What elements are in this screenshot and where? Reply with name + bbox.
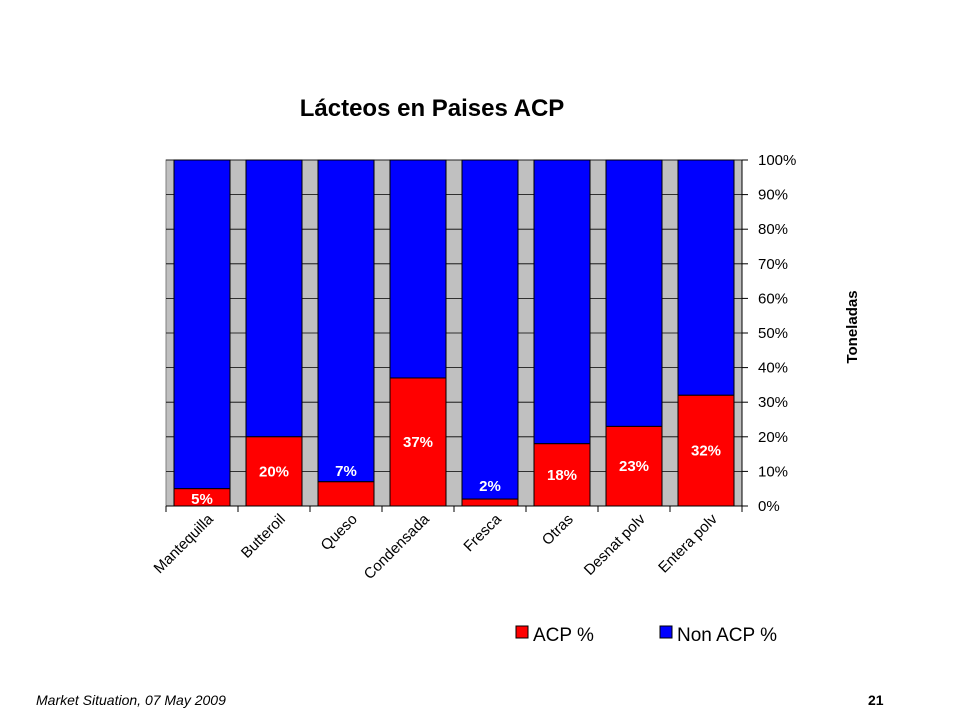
- data-label: 20%: [259, 463, 289, 480]
- category-label: Entera polv: [655, 510, 721, 576]
- legend-swatch: [515, 625, 529, 639]
- chart-title: Lácteos en Paises ACP: [300, 95, 565, 122]
- bar-non-acp: [533, 159, 591, 445]
- bar-non-acp: [173, 159, 231, 490]
- category-label: Condensada: [361, 510, 434, 583]
- category-label: Fresca: [460, 510, 505, 555]
- category-label: Desnat polv: [581, 510, 649, 578]
- y-tick-label: 40%: [758, 360, 788, 377]
- category-label: Butteroil: [238, 511, 289, 562]
- category-label: Mantequilla: [151, 510, 218, 577]
- data-label: 37%: [403, 434, 433, 451]
- bar-non-acp: [389, 159, 447, 379]
- legend: ACP % Non ACP %: [515, 625, 777, 646]
- y-tick-label: 60%: [758, 290, 788, 307]
- data-label: 2%: [479, 478, 501, 495]
- data-label: 18%: [547, 467, 577, 484]
- category-label: Queso: [318, 511, 361, 554]
- y-tick-label: 30%: [758, 394, 788, 411]
- bar-acp: [533, 443, 591, 507]
- bar-non-acp: [677, 159, 735, 396]
- bar-non-acp: [245, 159, 303, 438]
- y-axis-label: Toneladas: [844, 290, 861, 363]
- y-tick-label: 50%: [758, 325, 788, 342]
- bar-acp: [461, 498, 519, 507]
- page-number: 21: [868, 692, 884, 708]
- bar-acp: [389, 377, 447, 507]
- legend-label: ACP %: [533, 625, 594, 646]
- bar-non-acp: [317, 159, 375, 483]
- legend-label: Non ACP %: [677, 625, 777, 646]
- y-tick-label: 20%: [758, 429, 788, 446]
- y-tick-label: 100%: [758, 152, 796, 169]
- category-label: Otras: [539, 511, 577, 549]
- bar-non-acp: [461, 159, 519, 500]
- footer-source: Market Situation, 07 May 2009: [36, 692, 226, 708]
- y-tick-label: 80%: [758, 221, 788, 238]
- data-label: 32%: [691, 443, 721, 460]
- bar-acp: [245, 436, 303, 507]
- y-tick-label: 70%: [758, 256, 788, 273]
- legend-swatch: [659, 625, 673, 639]
- y-tick-label: 10%: [758, 463, 788, 480]
- bar-acp: [605, 425, 663, 507]
- bar-non-acp: [605, 159, 663, 427]
- y-tick-label: 90%: [758, 187, 788, 204]
- data-label: 7%: [335, 463, 357, 480]
- y-tick-label: 0%: [758, 498, 780, 515]
- data-label: 23%: [619, 458, 649, 475]
- data-label: 5%: [191, 491, 213, 508]
- bar-acp: [317, 481, 375, 507]
